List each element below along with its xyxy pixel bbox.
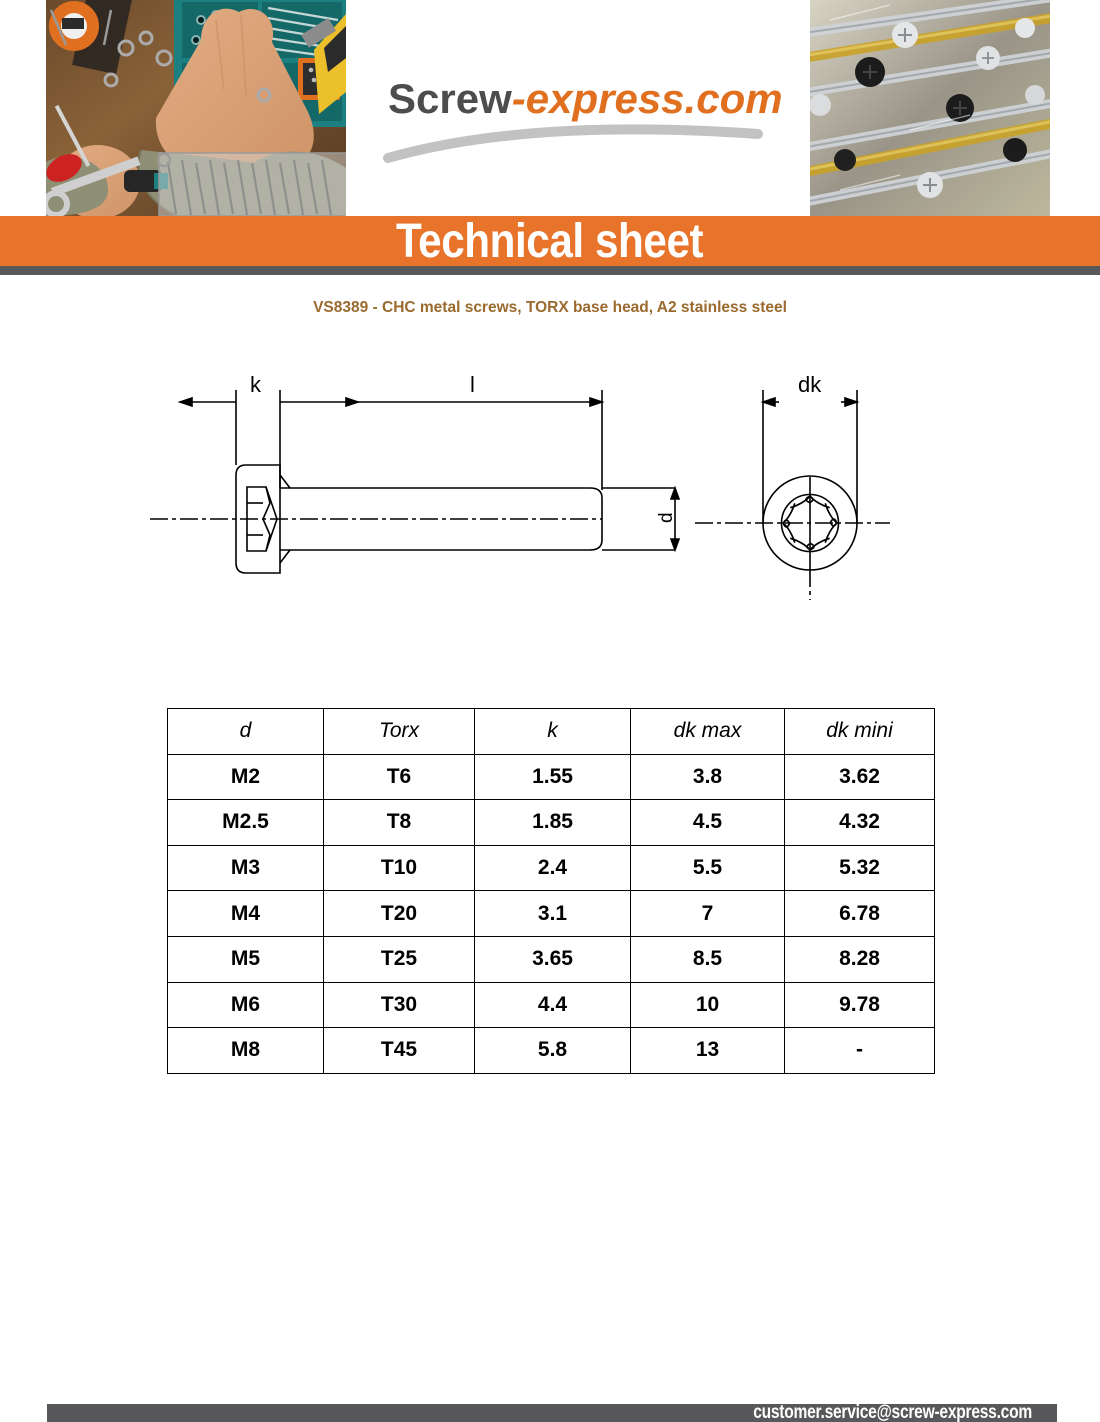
svg-text:dk: dk [798,372,822,397]
svg-text:l: l [470,372,475,397]
svg-text:d: d [656,512,677,523]
svg-text:k: k [250,372,262,397]
